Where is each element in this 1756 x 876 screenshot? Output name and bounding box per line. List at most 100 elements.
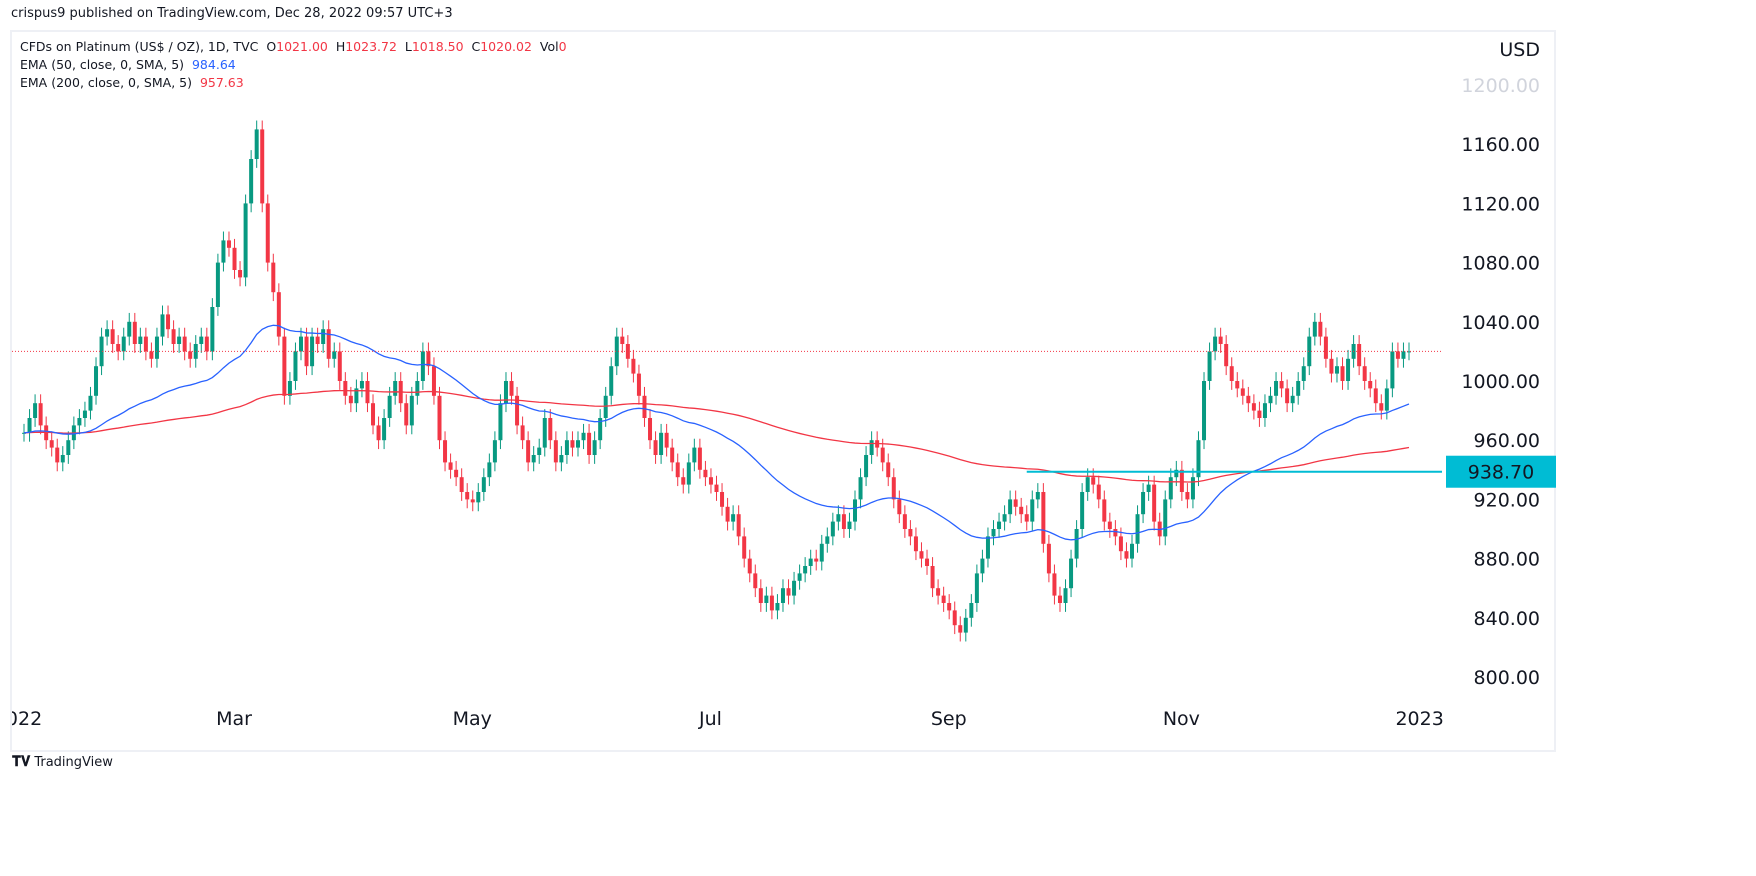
candle-down xyxy=(371,403,376,426)
candle-down xyxy=(1229,366,1234,381)
candle-down xyxy=(166,314,171,330)
candle-down xyxy=(271,262,276,293)
candle-up xyxy=(1307,336,1312,367)
candle-up xyxy=(1085,477,1090,492)
candle-down xyxy=(404,403,409,426)
candle-down xyxy=(426,351,431,367)
candle-up xyxy=(1390,351,1395,389)
candle-down xyxy=(648,418,653,441)
candle-up xyxy=(393,381,398,396)
candle-down xyxy=(226,240,231,248)
candle-down xyxy=(1257,410,1262,418)
candle-down xyxy=(897,499,902,515)
candle-up xyxy=(1135,514,1140,544)
candle-down xyxy=(1368,381,1373,389)
candle-up xyxy=(1130,543,1134,559)
candle-up xyxy=(420,351,425,381)
candle-down xyxy=(276,292,281,337)
candle-up xyxy=(487,462,492,478)
tradingview-footer[interactable]: 𝐓𝐕 TradingView xyxy=(12,754,113,770)
candle-down xyxy=(1357,344,1362,367)
price-tick-label: 1040.00 xyxy=(1461,312,1540,334)
candle-down xyxy=(1279,381,1284,389)
candle-up xyxy=(830,521,835,537)
candle-down xyxy=(664,432,669,448)
candle-up xyxy=(1262,403,1267,418)
candle-up xyxy=(659,432,664,455)
candle-up xyxy=(154,336,159,359)
candle-up xyxy=(1146,484,1151,492)
candle-up xyxy=(825,536,830,544)
candle-up xyxy=(1074,529,1079,559)
candle-down xyxy=(465,492,470,500)
candle-down xyxy=(631,358,636,374)
price-tick-label: 920.00 xyxy=(1474,489,1540,511)
candle-up xyxy=(731,514,736,522)
candle-down xyxy=(1057,595,1062,603)
price-tick-label: 1000.00 xyxy=(1461,371,1540,393)
candle-up xyxy=(980,558,985,574)
candle-up xyxy=(503,381,508,404)
candle-up xyxy=(1008,499,1013,515)
chart-legend: CFDs on Platinum (US$ / OZ), 1D, TVC O10… xyxy=(20,38,567,92)
candle-down xyxy=(49,440,54,448)
candle-up xyxy=(1384,388,1389,411)
candle-up xyxy=(559,455,564,463)
candle-down xyxy=(1013,499,1018,507)
candle-down xyxy=(786,588,791,596)
candle-up xyxy=(864,455,869,478)
candle-up xyxy=(99,336,104,367)
candle-down xyxy=(725,506,730,522)
candle-down xyxy=(1340,366,1345,381)
candle-up xyxy=(1401,351,1406,359)
candle-down xyxy=(1235,381,1240,389)
candle-up xyxy=(1290,395,1295,404)
candle-up xyxy=(60,455,65,463)
candle-up xyxy=(1168,477,1173,500)
candle-up xyxy=(94,366,99,396)
time-tick-label: 2023 xyxy=(1395,708,1443,730)
candle-down xyxy=(886,462,891,478)
candle-down xyxy=(1019,506,1024,515)
ema50-line xyxy=(23,324,1410,541)
candle-down xyxy=(758,588,763,603)
ema200-legend[interactable]: EMA (200, close, 0, SMA, 5) 957.63 xyxy=(20,74,567,92)
candle-down xyxy=(1113,529,1118,537)
time-tick-label: Sep xyxy=(931,708,967,730)
price-tick-label: 960.00 xyxy=(1474,430,1540,452)
candle-down xyxy=(204,336,209,352)
candle-up xyxy=(692,447,697,463)
symbol-title[interactable]: CFDs on Platinum (US$ / OZ), 1D, TVC xyxy=(20,39,259,54)
close-value: 1020.02 xyxy=(480,39,532,54)
open-label: O xyxy=(266,39,277,54)
candle-down xyxy=(675,462,680,478)
price-tick-label: 1120.00 xyxy=(1461,193,1540,215)
candle-up xyxy=(354,388,359,404)
candle-up xyxy=(808,558,813,566)
candle-down xyxy=(1318,321,1323,337)
candle-up xyxy=(1213,336,1218,352)
candle-up xyxy=(792,580,797,596)
candles xyxy=(22,120,1411,642)
candle-up xyxy=(177,336,182,344)
candle-down xyxy=(670,447,675,463)
candle-down xyxy=(326,329,331,359)
tradingview-logo-icon: 𝐓𝐕 xyxy=(12,754,31,770)
candle-up xyxy=(215,262,220,307)
open-value: 1021.00 xyxy=(276,39,328,54)
ema200-value: 957.63 xyxy=(199,75,244,90)
candle-down xyxy=(55,447,60,463)
volume-label: Vol xyxy=(539,39,559,54)
candle-up xyxy=(1069,558,1074,589)
price-tick-label: 1080.00 xyxy=(1461,253,1540,275)
candle-down xyxy=(509,381,514,396)
candle-up xyxy=(1030,499,1035,522)
indicator-lines xyxy=(12,324,1442,541)
low-value: 1018.50 xyxy=(411,39,464,54)
ema50-legend[interactable]: EMA (50, close, 0, SMA, 5) 984.64 xyxy=(20,56,567,74)
level-price-tag xyxy=(1446,455,1556,488)
chart-frame xyxy=(10,30,1556,752)
candle-down xyxy=(747,558,752,574)
candle-down xyxy=(620,336,625,344)
